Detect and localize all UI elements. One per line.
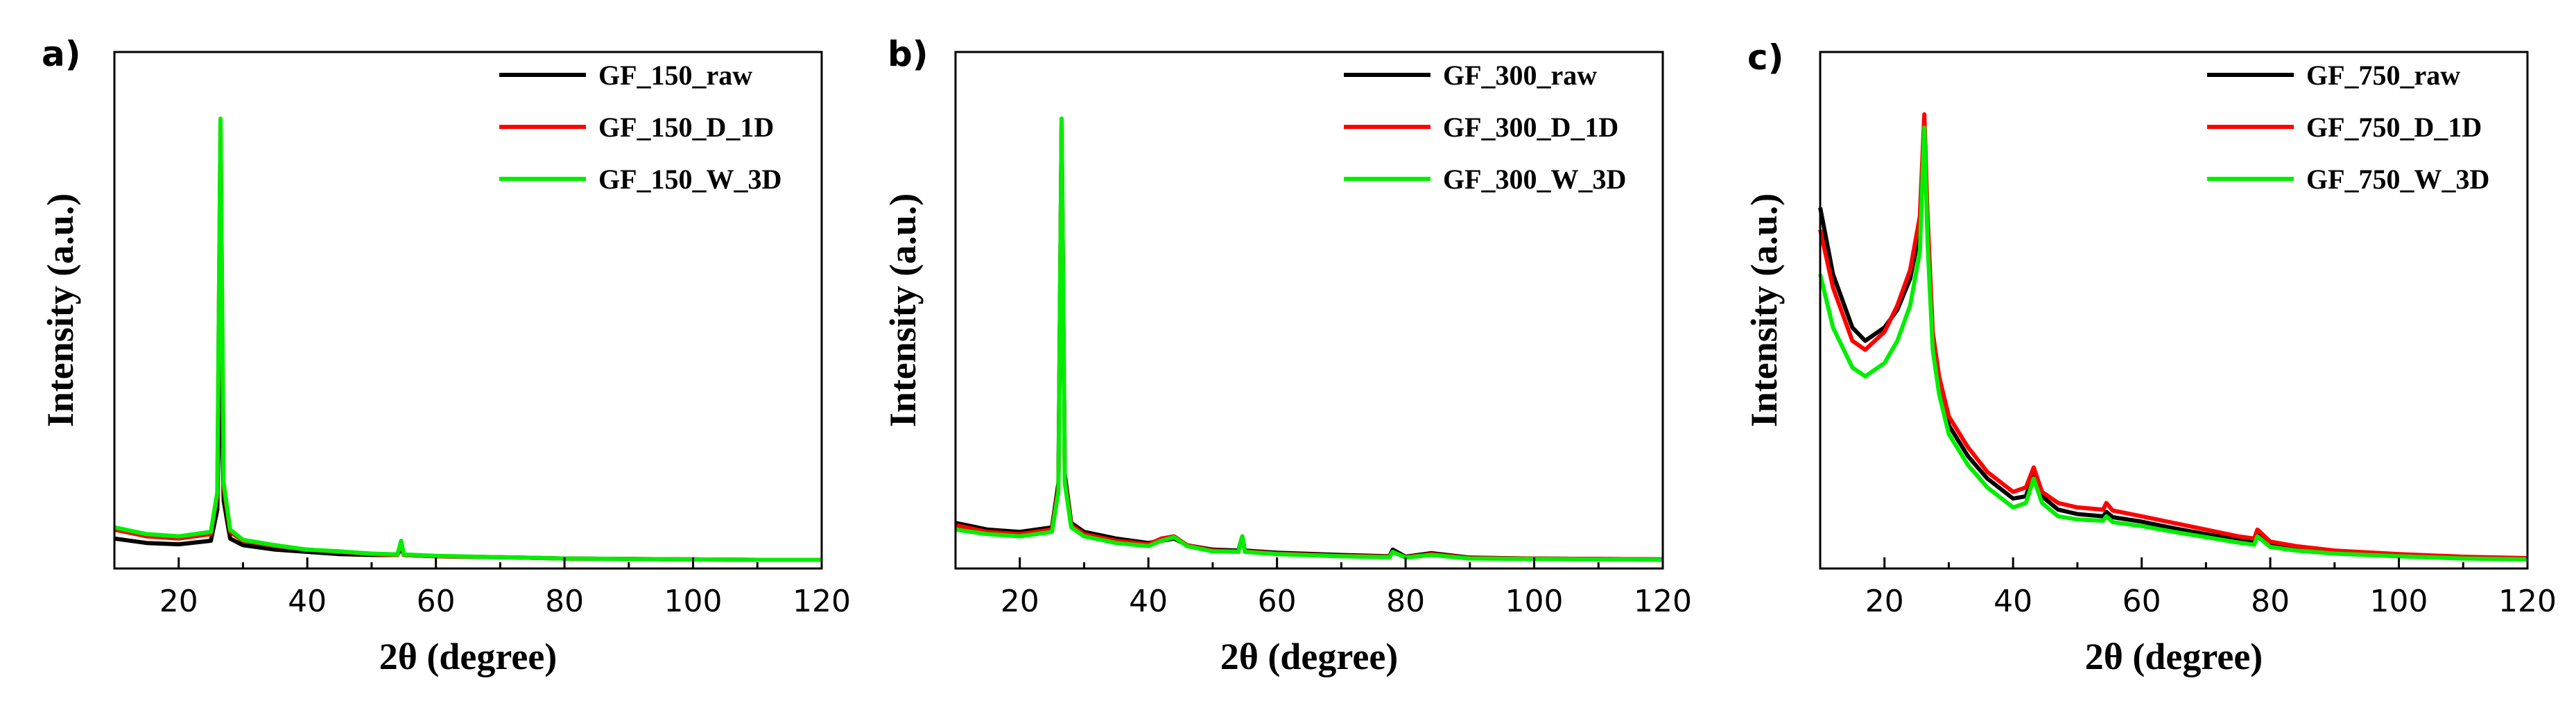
legend-entry-label: GF_150_raw bbox=[598, 60, 752, 91]
legend-entry-label: GF_300_raw bbox=[1443, 60, 1597, 91]
y-axis-label: Intensity (a.u.) bbox=[882, 193, 924, 428]
legend-entry-label: GF_750_D_1D bbox=[2306, 112, 2482, 143]
series-line-GF_300_W_3D bbox=[955, 116, 1663, 562]
x-tick-label: 80 bbox=[2251, 584, 2290, 619]
x-tick-label: 60 bbox=[417, 584, 456, 619]
x-axis-label: 2θ (degree) bbox=[379, 636, 557, 677]
x-tick-label: 80 bbox=[1386, 584, 1425, 619]
x-tick-label: 60 bbox=[1258, 584, 1297, 619]
plot-frame bbox=[954, 51, 1664, 570]
x-tick-label: 80 bbox=[545, 584, 584, 619]
x-tick-label: 40 bbox=[1129, 584, 1168, 619]
series-line-GF_150_W_3D bbox=[114, 116, 822, 562]
x-tick-label: 120 bbox=[1634, 584, 1692, 619]
panel-label: c) bbox=[1747, 37, 1784, 78]
legend-entry-label: GF_300_W_3D bbox=[1443, 164, 1626, 195]
legend-entry-label: GF_750_raw bbox=[2306, 60, 2460, 91]
series-line-GF_150_raw bbox=[114, 334, 822, 562]
x-tick-label: 40 bbox=[288, 584, 327, 619]
plot-frame bbox=[113, 51, 823, 570]
x-tick-label: 40 bbox=[1994, 584, 2032, 619]
series-line-GF_750_W_3D bbox=[1818, 125, 2528, 562]
x-tick-label: 100 bbox=[1505, 584, 1564, 619]
x-tick-label: 100 bbox=[664, 584, 723, 619]
x-axis-label: 2θ (degree) bbox=[1220, 636, 1399, 677]
legend-entry-label: GF_150_D_1D bbox=[598, 112, 774, 143]
y-axis-label: Intensity (a.u.) bbox=[40, 193, 81, 428]
legend: GF_300_raw GF_300_D_1D GF_300_W_3D bbox=[1344, 60, 1626, 195]
x-tick-label: 120 bbox=[793, 584, 851, 619]
x-axis-label: 2θ (degree) bbox=[2085, 636, 2263, 677]
chart-panel-2: b) 20 40 60 80 100 120 2θ (degree) Intensity (a.… bbox=[882, 34, 1692, 677]
legend: GF_150_raw GF_150_D_1D GF_150_W_3D bbox=[499, 60, 781, 195]
x-tick-label: 20 bbox=[159, 584, 198, 619]
panel-label: b) bbox=[888, 34, 928, 74]
x-tick-label: 20 bbox=[1001, 584, 1039, 619]
chart-panel-1: a) 20 40 60 80 100 120 2θ (degree) Intensity (a.… bbox=[40, 34, 851, 677]
x-tick-label: 100 bbox=[2370, 584, 2428, 619]
legend-entry-label: GF_300_D_1D bbox=[1443, 112, 1618, 143]
x-tick-label: 120 bbox=[2498, 584, 2557, 619]
legend-entry-label: GF_150_W_3D bbox=[598, 164, 781, 195]
chart-panel-3: c) 20 40 60 80 100 120 2θ (degree) Intensity (a.… bbox=[1743, 37, 2557, 677]
legend: GF_750_raw GF_750_D_1D GF_750_W_3D bbox=[2207, 60, 2489, 195]
x-tick-label: 20 bbox=[1865, 584, 1904, 619]
legend-entry-label: GF_750_W_3D bbox=[2306, 164, 2489, 195]
y-axis-label: Intensity (a.u.) bbox=[1743, 193, 1785, 428]
plot-frame bbox=[1819, 51, 2529, 570]
series-line-GF_750_D_1D bbox=[1818, 112, 2528, 560]
x-tick-label: 60 bbox=[2123, 584, 2161, 619]
panel-label: a) bbox=[42, 34, 81, 74]
